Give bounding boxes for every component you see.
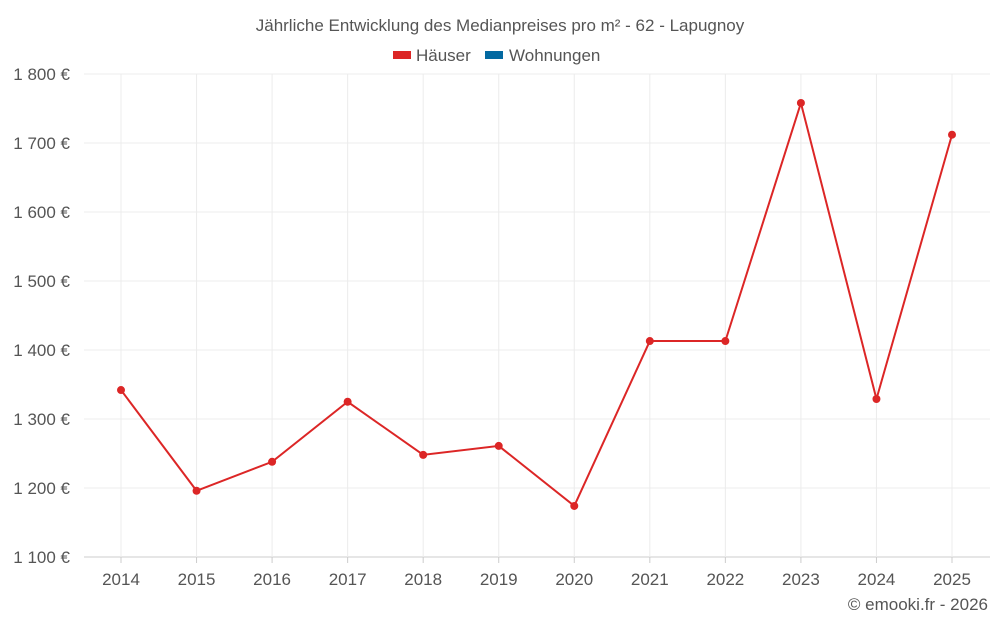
y-tick-label: 1 100 € [13, 548, 70, 567]
x-tick-label: 2020 [555, 570, 593, 589]
x-tick-label: 2024 [858, 570, 896, 589]
data-point [419, 450, 428, 459]
x-tick-label: 2014 [102, 570, 140, 589]
y-tick-label: 1 700 € [13, 134, 70, 153]
credit: © emooki.fr - 2026 [848, 595, 988, 614]
y-tick-label: 1 800 € [13, 65, 70, 84]
legend-swatch-wohnungen [485, 51, 503, 59]
x-tick-label: 2021 [631, 570, 669, 589]
data-point [721, 337, 730, 346]
data-point [268, 457, 277, 466]
x-tick-label: 2015 [178, 570, 216, 589]
data-point [343, 397, 352, 406]
x-tick-label: 2016 [253, 570, 291, 589]
data-point [948, 130, 956, 139]
chart-title: Jährliche Entwicklung des Medianpreises … [256, 16, 745, 35]
legend-swatch-haeuser [393, 51, 411, 59]
y-tick-label: 1 400 € [13, 341, 70, 360]
x-tick-label: 2019 [480, 570, 518, 589]
data-point [494, 441, 503, 450]
y-tick-label: 1 500 € [13, 272, 70, 291]
data-point [645, 337, 654, 346]
data-point [570, 501, 579, 510]
legend-label-wohnungen[interactable]: Wohnungen [509, 46, 600, 65]
data-point [192, 486, 201, 495]
x-tick-label: 2025 [933, 570, 971, 589]
x-tick-label: 2018 [404, 570, 442, 589]
legend-label-haeuser[interactable]: Häuser [416, 46, 471, 65]
series-line [120, 99, 953, 508]
x-tick-label: 2022 [706, 570, 744, 589]
data-point [117, 386, 125, 395]
x-tick-label: 2017 [329, 570, 367, 589]
data-point [872, 394, 881, 403]
y-tick-label: 1 600 € [13, 203, 70, 222]
y-tick-label: 1 300 € [13, 410, 70, 429]
legend: Häuser Wohnungen [393, 46, 600, 65]
x-tick-label: 2023 [782, 570, 820, 589]
data-point [796, 98, 805, 107]
y-tick-label: 1 200 € [13, 479, 70, 498]
